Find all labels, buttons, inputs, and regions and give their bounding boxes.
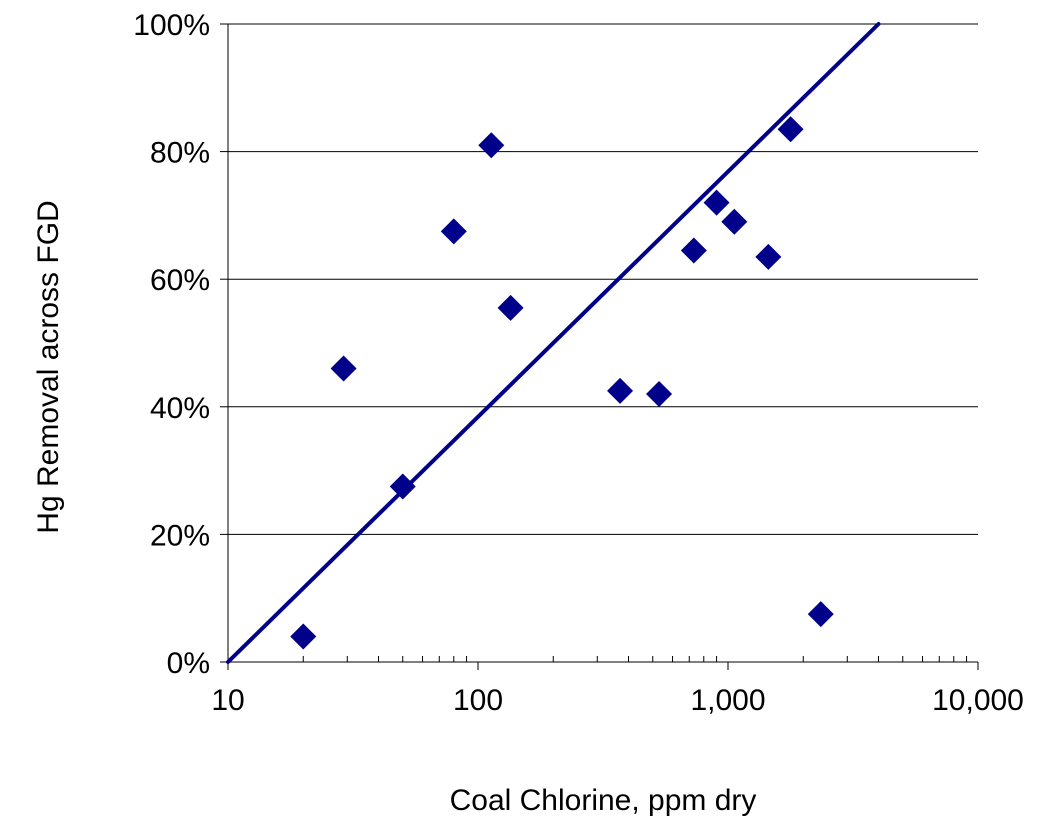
- data-point-2: [389, 473, 416, 500]
- y-tick-label: 80%: [150, 137, 210, 170]
- data-point-3: [440, 218, 467, 245]
- x-tick-label: 10: [211, 684, 244, 717]
- x-tick-label: 10,000: [932, 684, 1024, 717]
- data-point-0: [290, 623, 317, 650]
- data-point-4: [478, 132, 505, 159]
- y-axis-title: Hg Removal across FGD: [32, 200, 65, 533]
- x-tick-labels: 10 100 1,000 10,000: [211, 684, 1024, 717]
- data-points: [290, 116, 834, 650]
- data-point-12: [777, 116, 804, 143]
- x-tick-label: 100: [453, 684, 503, 717]
- data-point-5: [497, 294, 524, 321]
- data-point-8: [680, 237, 707, 264]
- y-tick-label: 40%: [150, 392, 210, 425]
- data-point-11: [755, 243, 782, 270]
- data-point-9: [703, 189, 730, 216]
- y-tick-labels: 0% 20% 40% 60% 80% 100%: [133, 9, 210, 680]
- data-point-1: [330, 355, 357, 382]
- x-tick-label: 1,000: [690, 684, 765, 717]
- trendline: [226, 22, 881, 664]
- data-point-10: [721, 208, 748, 235]
- data-point-6: [607, 377, 634, 404]
- gridlines: [228, 23, 978, 535]
- data-point-7: [646, 381, 673, 408]
- y-tick-label: 100%: [133, 9, 210, 42]
- trendline-group: [226, 22, 881, 664]
- x-axis-title: Coal Chlorine, ppm dry: [450, 784, 757, 817]
- axes: [220, 23, 979, 670]
- y-tick-label: 0%: [167, 647, 210, 680]
- y-tick-label: 20%: [150, 519, 210, 552]
- y-tick-label: 60%: [150, 264, 210, 297]
- data-point-13: [807, 601, 834, 628]
- x-minor-ticks: [302, 656, 968, 662]
